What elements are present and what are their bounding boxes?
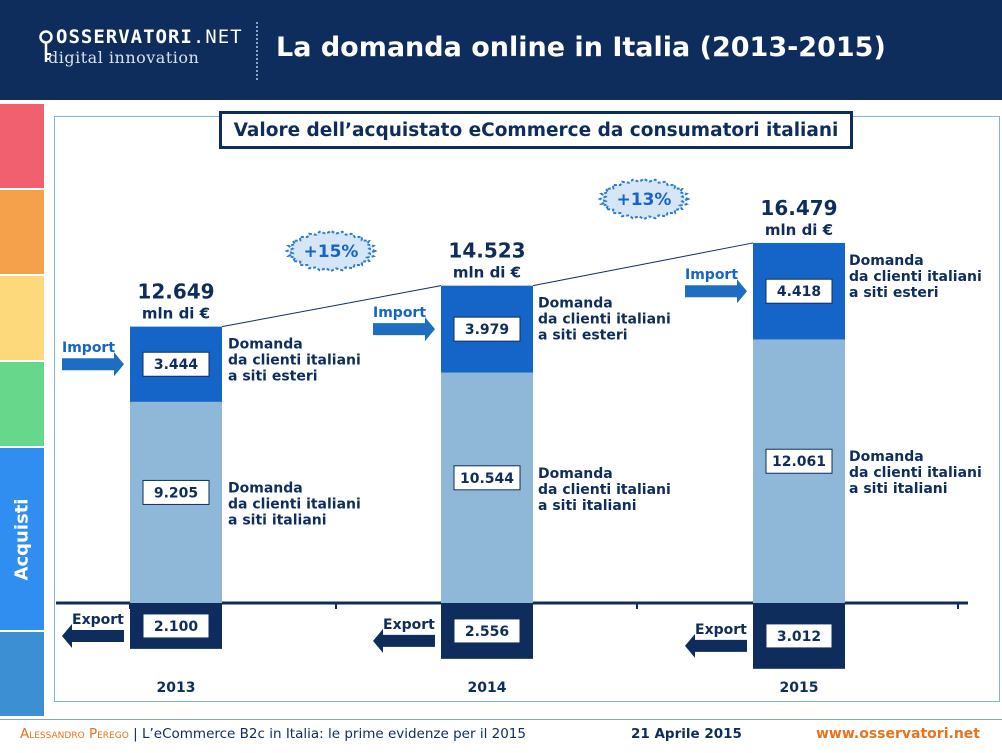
export-label-2013: Export xyxy=(72,612,124,628)
header-divider xyxy=(256,22,258,80)
value-label-export-2013: 2.100 xyxy=(154,619,199,635)
year-label-2014: 2014 xyxy=(468,680,507,696)
total-value-2015: 16.479 xyxy=(760,196,837,220)
value-label-foreign-2013-box xyxy=(142,351,210,377)
series-label-domestic-2013-1: da clienti italiani xyxy=(228,496,361,512)
growth-label-2014-badge xyxy=(284,229,378,273)
footer-url[interactable]: www.osservatori.net xyxy=(816,726,980,742)
total-value-2014: 14.523 xyxy=(448,239,525,263)
series-label-foreign-2015-2: a siti esteri xyxy=(849,285,939,301)
sidebar-tab-4[interactable] xyxy=(0,362,44,446)
value-label-export-2015-box xyxy=(765,623,833,649)
value-label-foreign-2015-box xyxy=(765,278,833,304)
series-label-domestic-2015-2: a siti italiani xyxy=(849,481,948,497)
series-label-foreign-2013-2: a siti esteri xyxy=(228,369,318,385)
key-icon xyxy=(39,30,53,62)
total-unit-2013: mln di € xyxy=(142,305,210,323)
header-bar: OSSERVATORI.NET digital innovation La do… xyxy=(0,0,1002,100)
sidebar-tab-5[interactable] xyxy=(0,448,44,630)
series-label-domestic-2015-1: da clienti italiani xyxy=(849,465,982,481)
value-label-export-2013-box xyxy=(142,613,210,639)
series-label-foreign-2014-1: da clienti italiani xyxy=(538,312,671,328)
import-arrow-icon xyxy=(685,279,747,304)
series-label-foreign-2014-0: Domanda xyxy=(538,296,613,312)
footer-text: Alessandro Perego | L’eCommerce B2c in I… xyxy=(20,726,526,742)
footer-author: Alessandro Perego xyxy=(20,726,129,742)
import-label-2014: Import xyxy=(373,305,426,321)
growth-label-2014: +15% xyxy=(304,242,359,262)
import-arrow-icon xyxy=(373,317,435,342)
value-label-domestic-2015: 12.061 xyxy=(772,454,826,470)
value-label-export-2014-box xyxy=(453,618,521,644)
value-label-foreign-2015: 4.418 xyxy=(777,284,821,300)
value-label-foreign-2013: 3.444 xyxy=(154,357,199,373)
import-arrow-icon xyxy=(62,352,124,377)
footer-divider xyxy=(0,719,1002,720)
series-label-foreign-2013-1: da clienti italiani xyxy=(228,353,361,369)
page-title: La domanda online in Italia (2013-2015) xyxy=(276,32,886,63)
year-label-2015: 2015 xyxy=(780,680,819,696)
export-arrow-icon xyxy=(62,623,124,648)
sidebar-tab-6[interactable] xyxy=(0,632,44,716)
logo-tagline: digital innovation xyxy=(48,48,200,67)
series-label-domestic-2015-0: Domanda xyxy=(849,449,924,465)
total-value-2013: 12.649 xyxy=(137,280,214,304)
growth-label-2015-badge xyxy=(597,177,691,221)
import-label-2015: Import xyxy=(685,267,738,283)
export-label-2014: Export xyxy=(383,617,435,633)
value-label-foreign-2014: 3.979 xyxy=(465,322,509,338)
value-label-domestic-2013: 9.205 xyxy=(154,485,198,501)
sidebar-tab-1[interactable] xyxy=(0,104,44,188)
total-unit-2015: mln di € xyxy=(765,221,833,239)
value-label-domestic-2014: 10.544 xyxy=(460,471,514,487)
value-label-export-2014: 2.556 xyxy=(465,624,509,640)
year-label-2013: 2013 xyxy=(157,680,196,696)
footer-presentation-title: L’eCommerce B2c in Italia: le prime evid… xyxy=(141,726,526,742)
export-arrow-icon xyxy=(373,628,435,653)
series-label-domestic-2013-2: a siti italiani xyxy=(228,512,327,528)
series-label-domestic-2014-0: Domanda xyxy=(538,466,613,482)
value-label-domestic-2013-box xyxy=(142,479,210,505)
footer-separator: | xyxy=(133,726,138,742)
value-label-domestic-2015-box xyxy=(765,448,833,474)
trend-line xyxy=(532,242,754,287)
series-label-foreign-2015-1: da clienti italiani xyxy=(849,269,982,285)
value-label-export-2015: 3.012 xyxy=(777,629,821,645)
value-label-foreign-2014-box xyxy=(453,316,521,342)
footer-date: 21 Aprile 2015 xyxy=(631,726,742,742)
series-label-foreign-2015-0: Domanda xyxy=(849,253,924,269)
chart-title: Valore dell’acquistato eCommerce da cons… xyxy=(219,111,853,149)
total-unit-2014: mln di € xyxy=(453,264,521,282)
value-label-domestic-2014-box xyxy=(453,465,521,491)
series-label-domestic-2013-0: Domanda xyxy=(228,480,303,496)
sidebar-tab-2[interactable] xyxy=(0,190,44,274)
sidebar-tab-3[interactable] xyxy=(0,276,44,360)
series-label-foreign-2014-2: a siti esteri xyxy=(538,328,628,344)
export-arrow-icon xyxy=(685,633,747,658)
series-label-foreign-2013-0: Domanda xyxy=(228,337,303,353)
series-label-domestic-2014-1: da clienti italiani xyxy=(538,482,671,498)
series-label-domestic-2014-2: a siti italiani xyxy=(538,498,637,514)
logo-wordmark: OSSERVATORI.NET xyxy=(56,26,243,48)
growth-label-2015: +13% xyxy=(617,190,672,210)
export-label-2015: Export xyxy=(695,622,747,638)
trend-line xyxy=(221,285,442,328)
import-label-2013: Import xyxy=(62,340,115,356)
